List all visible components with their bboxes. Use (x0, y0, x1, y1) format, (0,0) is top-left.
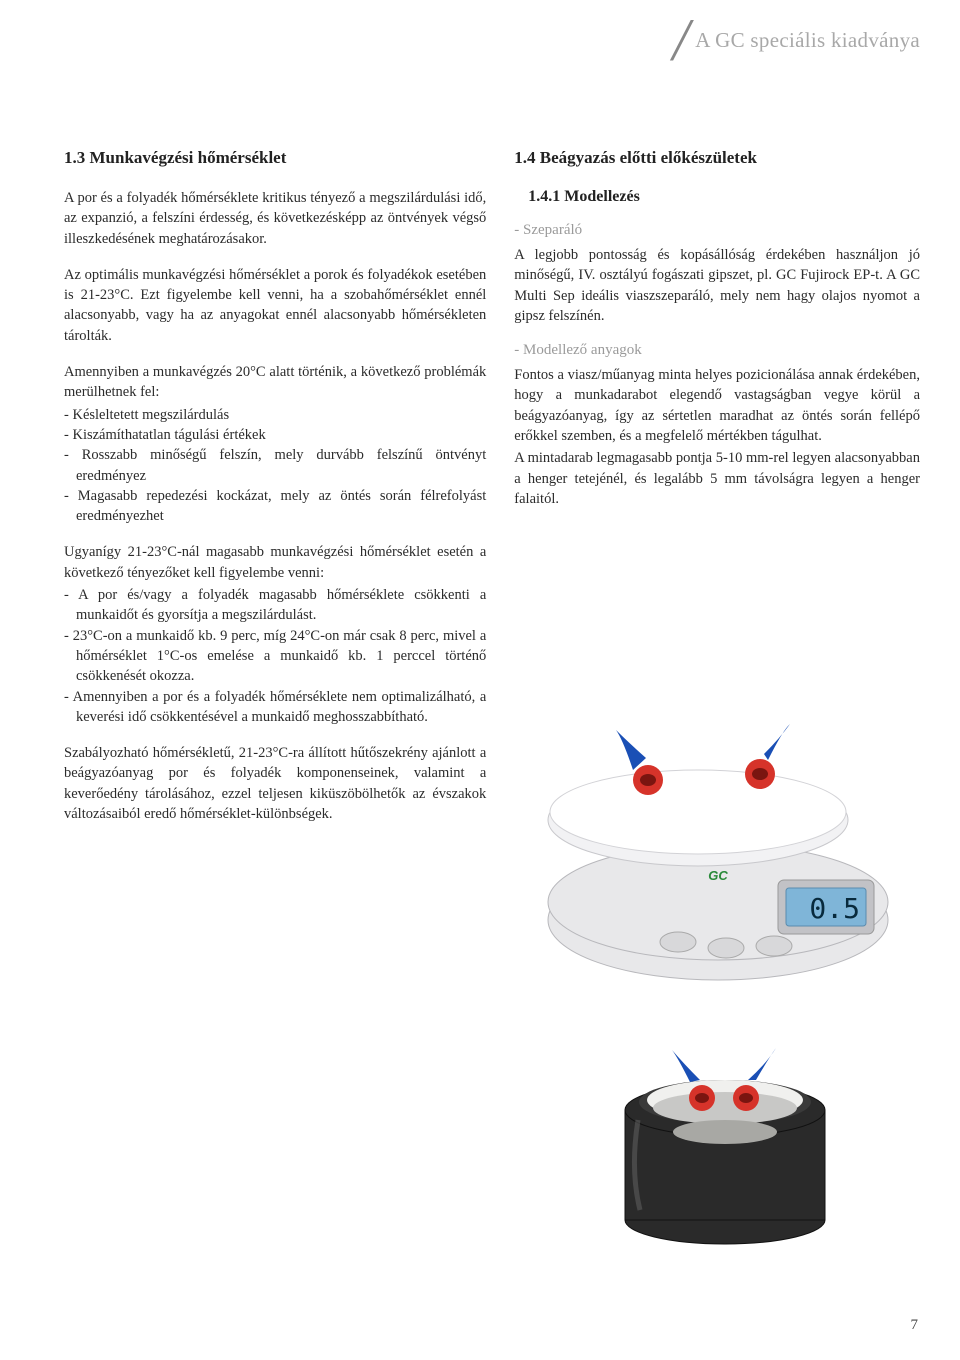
left-para-1: A por és a folyadék hőmérséklete kritiku… (64, 188, 486, 249)
right-subhead-modellezo: - Modellező anyagok (514, 342, 920, 359)
list-item: Amennyiben a por és a folyadék hőmérsékl… (64, 687, 486, 728)
subsection-heading-1-4-1: 1.4.1 Modellezés (528, 188, 920, 206)
list-item: Rosszabb minőségű felszín, mely durvább … (64, 445, 486, 486)
list-item: Magasabb repedezési kockázat, mely az ön… (64, 486, 486, 527)
list-item: Kiszámíthatatlan tágulási értékek (64, 425, 486, 445)
cup-illustration (620, 1020, 830, 1250)
header-slash-icon: / (673, 22, 690, 58)
header-title: A GC speciális kiadványa (695, 28, 920, 53)
page-number: 7 (911, 1317, 919, 1334)
list-item: 23°C-on a munkaidő kb. 9 perc, míg 24°C-… (64, 626, 486, 687)
left-para-5: Szabályozható hőmérsékletű, 21-23°C-ra á… (64, 743, 486, 824)
right-para-3: A mintadarab legmagasabb pontja 5-10 mm-… (514, 448, 920, 509)
scale-brand: GC (708, 868, 728, 883)
left-column: 1.3 Munkavégzési hőmérséklet A por és a … (64, 148, 486, 840)
list-item: Késleltetett megszilárdulás (64, 405, 486, 425)
list-item: A por és/vagy a folyadék magasabb hőmérs… (64, 585, 486, 626)
section-heading-1-4: 1.4 Beágyazás előtti előkészületek (514, 148, 920, 168)
header: / A GC speciális kiadványa (673, 22, 920, 58)
left-para-3-intro: Amennyiben a munkavégzés 20°C alatt tört… (64, 362, 486, 403)
scale-illustration: 0.5 GC (528, 680, 908, 1000)
scale-display-value: 0.5 (809, 892, 860, 925)
right-subhead-szeparalo: - Szeparáló (514, 222, 920, 239)
left-para-4-intro: Ugyanígy 21-23°C-nál magasabb munkavégzé… (64, 542, 486, 583)
section-heading-1-3: 1.3 Munkavégzési hőmérséklet (64, 148, 486, 168)
left-bullet-list-2: A por és/vagy a folyadék magasabb hőmérs… (64, 585, 486, 727)
right-para-2: Fontos a viasz/műanyag minta helyes pozi… (514, 365, 920, 446)
right-para-1: A legjobb pontosság és kopásállóság érde… (514, 245, 920, 326)
left-bullet-list-1: Késleltetett megszilárdulás Kiszámíthata… (64, 405, 486, 527)
left-para-2: Az optimális munkavégzési hőmérséklet a … (64, 265, 486, 346)
